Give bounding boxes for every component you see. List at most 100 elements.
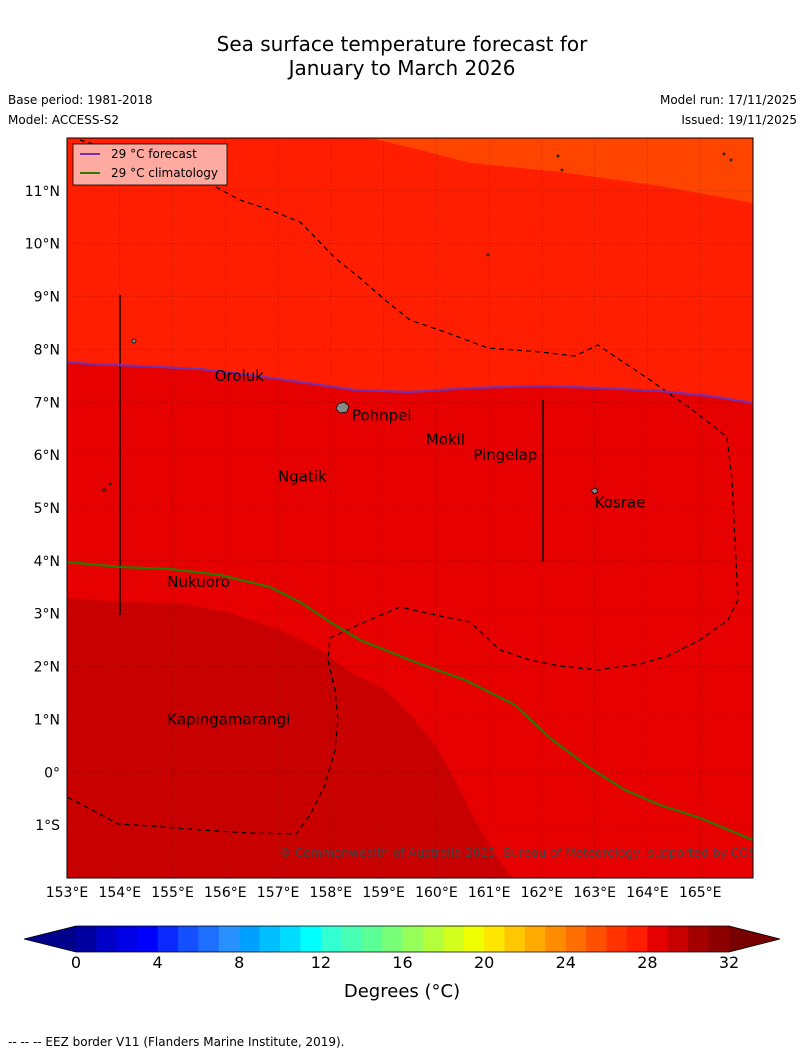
place-label-mokil: Mokil	[426, 430, 465, 448]
colorbar-segment	[218, 926, 240, 952]
colorbar-segment	[178, 926, 199, 952]
base-period: Base period: 1981-2018	[8, 93, 153, 107]
colorbar-segment	[545, 926, 567, 952]
colorbar-segment	[484, 926, 506, 952]
oroluk-island	[131, 338, 137, 344]
map-frame	[66, 137, 754, 879]
latitude-tick-label: 11°N	[25, 184, 60, 200]
map-plot-area: Oroluk Pohnpei Mokil Pingelap Ngatik Kosrae Nu…	[67, 138, 784, 878]
eez-border-fsm	[67, 139, 739, 835]
colorbar-segment	[76, 926, 97, 952]
colorbar-tick-label: 28	[637, 953, 657, 972]
pohnpei-island	[335, 401, 350, 414]
latitude-tick-label: 3°N	[34, 607, 60, 623]
colorbar-title: Degrees (°C)	[344, 981, 460, 1002]
longitude-tick-label: 163°E	[573, 885, 616, 901]
latitude-tick-label: 1°N	[34, 712, 60, 728]
eez-footnote: -- -- -- EEZ border V11 (Flanders Marine…	[8, 1035, 345, 1049]
longitude-tick-label: 158°E	[310, 885, 353, 901]
colorbar-segment	[341, 926, 363, 952]
colorbar-tick-label: 12	[311, 953, 331, 972]
longitude-tick-label: 162°E	[521, 885, 564, 901]
latitude-tick-label: 1°S	[35, 818, 60, 834]
legend-climatology-label: 29 °C climatology	[111, 166, 218, 180]
place-label-pingelap: Pingelap	[473, 446, 537, 464]
colorbar-tick-label: 16	[392, 953, 412, 972]
small-island	[560, 168, 564, 172]
latitude-tick-label: 5°N	[34, 501, 60, 517]
place-label-nukuoro: Nukuoro	[167, 573, 230, 591]
colorbar-segment	[708, 926, 730, 952]
small-island	[556, 154, 560, 158]
latitude-tick-label: 7°N	[34, 395, 60, 411]
colorbar-tick-label: 0	[71, 953, 81, 972]
colorbar-segment	[586, 926, 608, 952]
colorbar-segment	[688, 926, 710, 952]
colorbar-tick-label: 24	[556, 953, 576, 972]
longitude-tick-label: 161°E	[468, 885, 511, 901]
colorbar-segment	[116, 926, 138, 952]
copyright-text: © Commonwealth of Australia 2025, Bureau…	[279, 846, 784, 860]
longitude-tick-label: 157°E	[257, 885, 300, 901]
colorbar-segment	[239, 926, 261, 952]
islands	[102, 152, 733, 495]
longitude-labels: 153°E 154°E 155°E 156°E 157°E 158°E 159°E 160°E…	[46, 885, 722, 901]
place-label-ngatik: Ngatik	[278, 467, 327, 485]
place-label-kosrae: Kosrae	[595, 494, 646, 512]
longitude-tick-label: 153°E	[46, 885, 89, 901]
latitude-tick-label: 4°N	[34, 554, 60, 570]
colorbar-segment	[667, 926, 689, 952]
colorbar-segment	[647, 926, 669, 952]
map-legend: 29 °C forecast 29 °C climatology	[72, 143, 228, 186]
issued-date: Issued: 19/11/2025	[681, 113, 797, 127]
small-island	[102, 488, 106, 492]
colorbar-tick-label: 4	[153, 953, 163, 972]
colorbar-segment	[422, 926, 444, 952]
colorbar-segment	[259, 926, 281, 952]
colorbar-segment	[320, 926, 342, 952]
sst-region-30-31	[67, 598, 512, 878]
latitude-tick-label: 10°N	[25, 237, 60, 253]
colorbar-segment	[382, 926, 403, 952]
colorbar-segment	[606, 926, 628, 952]
latitude-tick-label: 8°N	[34, 342, 60, 358]
colorbar-segment	[443, 926, 465, 952]
model-name: Model: ACCESS-S2	[8, 113, 120, 127]
longitude-tick-label: 160°E	[415, 885, 458, 901]
colorbar-segment	[300, 926, 322, 952]
eez-borders	[67, 139, 739, 835]
title-line-2: January to March 2026	[288, 56, 516, 80]
place-label-oroluk: Oroluk	[215, 367, 264, 385]
longitude-tick-label: 156°E	[204, 885, 247, 901]
longitude-tick-label: 164°E	[626, 885, 669, 901]
colorbar-segment	[463, 926, 485, 952]
colorbar-segment	[504, 926, 526, 952]
longitude-tick-label: 154°E	[98, 885, 141, 901]
latitude-labels: 11°N 10°N 9°N 8°N 7°N 6°N 5°N 4°N 3°N 2°N 1°N 0° 1°S	[25, 184, 60, 834]
colorbar-segment	[157, 926, 179, 952]
climatology-29c-line	[67, 560, 753, 842]
colorbar	[23, 925, 781, 953]
legend-box	[72, 143, 228, 186]
longitude-tick-label: 165°E	[679, 885, 722, 901]
colorbar-segment	[137, 926, 159, 952]
colorbar-segment	[524, 926, 546, 952]
colorbar-high-extension	[729, 926, 780, 952]
colorbar-segment	[96, 926, 118, 952]
colorbar-tick-label: 8	[234, 953, 244, 972]
latitude-tick-label: 2°N	[34, 660, 60, 676]
legend-forecast-label: 29 °C forecast	[111, 147, 197, 161]
longitude-tick-label: 159°E	[362, 885, 405, 901]
colorbar-tick-label: 20	[474, 953, 494, 972]
latitude-tick-label: 9°N	[34, 290, 60, 306]
colorbar-tick-labels: 0 4 8 12 16 20 24 28 32	[71, 953, 739, 972]
latitude-tick-label: 0°	[44, 765, 60, 781]
latitude-tick-label: 6°N	[34, 448, 60, 464]
colorbar-segment	[402, 926, 424, 952]
place-label-kapingamarangi: Kapingamarangi	[167, 710, 290, 728]
title-line-1: Sea surface temperature forecast for	[216, 32, 588, 56]
colorbar-low-extension	[24, 926, 76, 952]
colorbar-segment	[361, 926, 383, 952]
longitude-tick-label: 155°E	[151, 885, 194, 901]
